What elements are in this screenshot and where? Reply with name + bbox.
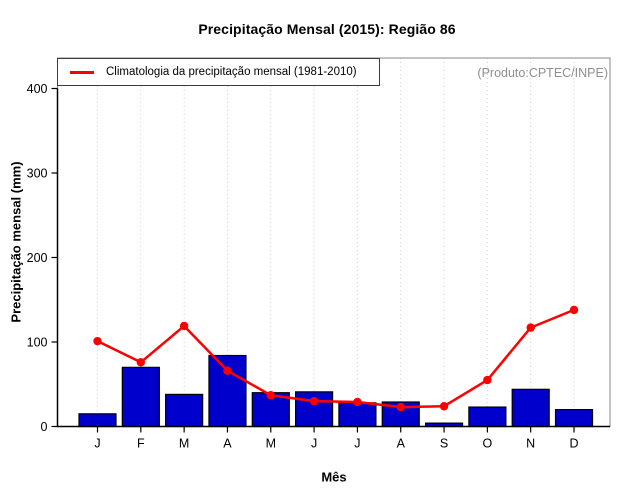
bar bbox=[165, 393, 204, 428]
x-tick-label: D bbox=[570, 437, 579, 451]
climatology-point bbox=[353, 397, 362, 407]
bar bbox=[338, 402, 377, 428]
x-tick-label: F bbox=[137, 437, 145, 451]
bar bbox=[468, 406, 507, 428]
x-tick-label: S bbox=[440, 437, 448, 451]
x-tick-label: J bbox=[311, 437, 317, 451]
climatology-point bbox=[266, 391, 275, 400]
x-axis-title: Mês bbox=[321, 469, 347, 485]
bar bbox=[554, 409, 594, 428]
y-tick-label: 300 bbox=[27, 166, 48, 180]
climatology-point bbox=[526, 323, 535, 332]
x-tick-label: M bbox=[179, 437, 189, 451]
x-tick-label: N bbox=[526, 437, 535, 451]
legend-line-swatch bbox=[70, 70, 94, 74]
climatology-point bbox=[309, 396, 319, 406]
x-tick-label: A bbox=[223, 437, 232, 451]
x-tick-label: O bbox=[483, 437, 493, 451]
y-tick-label: 200 bbox=[27, 251, 48, 265]
bar bbox=[121, 366, 160, 428]
bar bbox=[208, 354, 247, 428]
x-tick-label: A bbox=[397, 437, 406, 451]
chart-legend: Climatologia da precipitação mensal (198… bbox=[57, 58, 380, 86]
climatology-line bbox=[96, 308, 576, 409]
x-tick-label: M bbox=[266, 437, 276, 451]
climatology-point bbox=[136, 358, 146, 367]
y-tick-label: 0 bbox=[41, 420, 48, 434]
legend-label: Climatologia da precipitação mensal (198… bbox=[106, 66, 357, 78]
climatology-point bbox=[396, 402, 405, 412]
y-tick-label: 400 bbox=[27, 82, 48, 96]
climatology-point bbox=[93, 336, 102, 346]
climatology-point bbox=[439, 402, 449, 411]
climatology-point bbox=[179, 321, 189, 331]
bar bbox=[511, 388, 550, 428]
climatology-point bbox=[223, 366, 232, 375]
y-tick-label: 100 bbox=[27, 335, 48, 349]
x-tick-label: J bbox=[354, 437, 360, 451]
bar bbox=[78, 413, 117, 428]
y-axis-title: Precipitação mensal (mm) bbox=[8, 161, 24, 323]
x-tick-label: J bbox=[94, 437, 100, 451]
annotation-produto: (Produto:CPTEC/INPE) bbox=[477, 66, 608, 80]
climatology-point bbox=[569, 305, 579, 315]
chart-title: Precipitação Mensal (2015): Região 86 bbox=[198, 21, 456, 37]
climatology-point bbox=[483, 375, 492, 385]
